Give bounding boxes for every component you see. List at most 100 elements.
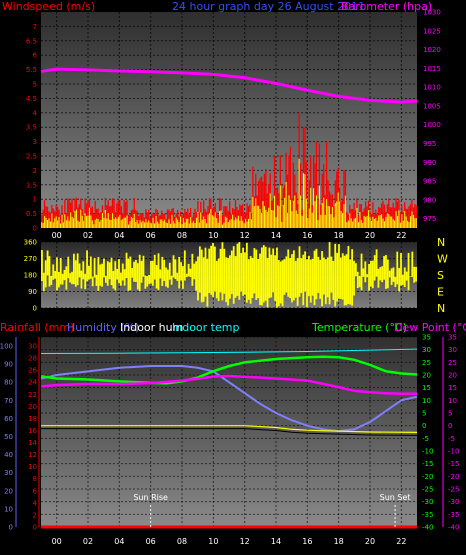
rainfall-tick-label: 16 [28, 427, 37, 435]
wind-x-tick-label: 04 [114, 231, 124, 240]
wind-x-tick-label: 00 [52, 231, 62, 240]
dewpoint-tick-label: -40 [448, 524, 459, 532]
temperature-tick-label: 20 [422, 372, 431, 380]
barometer-tick-label: 1025 [423, 27, 441, 35]
wind-tick-label: 6.5 [26, 37, 37, 45]
wind-tick-label: 3 [33, 138, 37, 146]
barometer-tick-label: 990 [423, 159, 436, 167]
temp-x-tick-label: 14 [271, 537, 281, 546]
dewpoint-tick-label: 25 [448, 359, 457, 367]
temperature-tick-label: 30 [422, 346, 431, 354]
barometer-tick-label: 980 [423, 196, 436, 204]
wind-tick-label: 1 [33, 196, 37, 204]
barometer-line [40, 67, 418, 104]
dewpoint-tick-label: 0 [448, 422, 452, 430]
dewpoint-tick-label: 35 [448, 334, 457, 342]
compass-label: W [437, 253, 448, 266]
legend-rainfall: Rainfall (mm) [0, 321, 74, 334]
temperature-tick-label: -25 [422, 486, 433, 494]
indoor-hum-shadow-line [41, 428, 418, 436]
legend-dew-point: Dew Point (°C) [394, 321, 466, 334]
temperature-tick-label: 10 [422, 397, 431, 405]
humidity-tick-label: 60 [4, 415, 13, 423]
compass-label: E [437, 286, 444, 299]
dewpoint-tick-label: -30 [448, 498, 459, 506]
humidity-tick-label: 100 [0, 343, 13, 351]
rainfall-tick-label: 22 [28, 391, 37, 399]
dewpoint-tick-label: 20 [448, 372, 457, 380]
legend-indoor-hum: Indoor hum [120, 321, 183, 334]
wind-tick-label: 2 [33, 167, 37, 175]
dewpoint-tick-label: 5 [448, 410, 452, 418]
rainfall-tick-label: 18 [28, 415, 37, 423]
wind-tick-label: 5.5 [26, 66, 37, 74]
rainfall-tick-label: 8 [33, 475, 37, 483]
series-line-indoor-hum [41, 425, 418, 433]
legend-indoor-temp: Indoor temp [172, 321, 239, 334]
temp-x-tick-label: 04 [114, 537, 124, 546]
direction-tick-label: 90 [28, 288, 37, 296]
humidity-tick-label: 30 [4, 469, 13, 477]
wind-x-tick-label: 10 [208, 231, 218, 240]
wind-tick-label: 4 [33, 109, 38, 117]
rainfall-tick-label: 4 [33, 499, 38, 507]
rainfall-tick-label: 12 [28, 451, 37, 459]
temperature-tick-label: -15 [422, 460, 433, 468]
barometer-tick-label: 1010 [423, 84, 441, 92]
sun-event-label: Sun Set [380, 493, 411, 502]
rainfall-tick-label: 30 [28, 343, 37, 351]
temperature-tick-label: -30 [422, 498, 433, 506]
direction-tick-label: 270 [24, 255, 37, 263]
compass-label: S [437, 269, 444, 282]
wind-x-tick-label: 06 [146, 231, 156, 240]
dewpoint-tick-label: -10 [448, 448, 459, 456]
series-line-temperature [40, 355, 418, 385]
temp-x-tick-label: 06 [146, 537, 156, 546]
series-line-humidity [40, 364, 418, 433]
wind-tick-label: 2.5 [26, 153, 37, 161]
dewpoint-tick-label: 30 [448, 346, 457, 354]
wind-x-tick-label: 12 [240, 231, 250, 240]
wind-x-tick-label: 18 [334, 231, 344, 240]
humidity-tick-label: 40 [4, 451, 13, 459]
wind-panel-bg [41, 12, 417, 228]
temperature-tick-label: 35 [422, 334, 431, 342]
temperature-tick-label: -35 [422, 511, 433, 519]
wind-tick-label: 5 [33, 81, 37, 89]
barometer-tick-label: 1015 [423, 65, 441, 73]
series-line-indoor-temp [40, 348, 418, 354]
series-line-dew-point [40, 374, 417, 395]
humidity-tick-label: 10 [4, 505, 13, 513]
temperature-tick-label: -40 [422, 524, 433, 532]
barometer-tick-label: 1020 [423, 46, 441, 54]
barometer-tick-label: 1005 [423, 102, 441, 110]
temp-x-tick-label: 16 [302, 537, 312, 546]
barometer-axis-title: Barometer (hpa) [341, 0, 432, 13]
barometer-tick-label: 975 [423, 215, 436, 223]
wind-tick-label: 6 [33, 52, 38, 60]
wind-x-tick-label: 20 [365, 231, 375, 240]
wind-x-tick-label: 22 [396, 231, 406, 240]
rainfall-tick-label: 24 [28, 379, 37, 387]
rainfall-tick-label: 14 [28, 439, 37, 447]
temp-x-tick-label: 02 [83, 537, 93, 546]
direction-tick-label: 360 [24, 239, 37, 247]
humidity-tick-label: 0 [9, 524, 13, 532]
wind-x-tick-label: 16 [302, 231, 312, 240]
dewpoint-tick-label: -35 [448, 511, 459, 519]
dewpoint-tick-label: 10 [448, 397, 457, 405]
humidity-tick-label: 20 [4, 487, 13, 495]
wind-axis-title: Windspeed (m/s) [2, 0, 95, 13]
wind-tick-label: 0 [33, 225, 37, 233]
barometer-tick-label: 985 [423, 178, 436, 186]
wind-tick-label: 4.5 [26, 95, 37, 103]
humidity-tick-label: 90 [4, 361, 13, 369]
barometer-tick-label: 1030 [423, 9, 441, 17]
barometer-tick-label: 1000 [423, 121, 441, 129]
temperature-tick-label: 5 [422, 410, 426, 418]
temp-x-tick-label: 00 [52, 537, 62, 546]
dewpoint-tick-label: -5 [448, 435, 455, 443]
rainfall-tick-label: 6 [33, 487, 38, 495]
